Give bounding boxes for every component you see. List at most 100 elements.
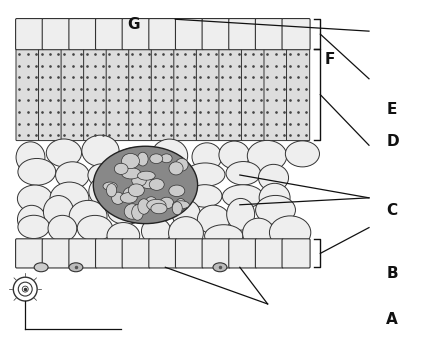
Ellipse shape — [120, 193, 137, 203]
Ellipse shape — [18, 205, 46, 233]
FancyBboxPatch shape — [256, 239, 283, 268]
Ellipse shape — [114, 163, 128, 175]
Ellipse shape — [141, 218, 171, 244]
Ellipse shape — [185, 163, 225, 186]
FancyBboxPatch shape — [151, 49, 174, 140]
Ellipse shape — [205, 225, 243, 247]
FancyBboxPatch shape — [241, 49, 265, 140]
Ellipse shape — [192, 143, 222, 171]
Ellipse shape — [147, 199, 166, 211]
Ellipse shape — [138, 199, 150, 214]
Ellipse shape — [172, 200, 200, 228]
Ellipse shape — [227, 199, 255, 230]
Ellipse shape — [18, 158, 56, 185]
FancyBboxPatch shape — [83, 49, 107, 140]
FancyBboxPatch shape — [256, 19, 283, 50]
Ellipse shape — [169, 216, 203, 250]
Text: A: A — [386, 312, 398, 327]
Ellipse shape — [176, 199, 186, 210]
Ellipse shape — [123, 187, 138, 202]
FancyBboxPatch shape — [95, 239, 124, 268]
Ellipse shape — [219, 141, 250, 169]
Ellipse shape — [18, 185, 53, 212]
Ellipse shape — [77, 215, 113, 241]
Ellipse shape — [151, 203, 167, 214]
Text: F: F — [324, 51, 335, 67]
FancyBboxPatch shape — [264, 49, 287, 140]
FancyBboxPatch shape — [39, 49, 62, 140]
Ellipse shape — [88, 164, 116, 187]
Text: G: G — [127, 17, 140, 32]
Ellipse shape — [152, 174, 190, 206]
Ellipse shape — [158, 162, 189, 195]
Ellipse shape — [93, 146, 198, 224]
Ellipse shape — [69, 200, 107, 232]
Ellipse shape — [172, 202, 182, 215]
FancyBboxPatch shape — [219, 49, 242, 140]
Ellipse shape — [18, 215, 50, 239]
FancyBboxPatch shape — [42, 19, 70, 50]
Ellipse shape — [161, 154, 172, 163]
Ellipse shape — [117, 147, 157, 172]
FancyBboxPatch shape — [229, 19, 257, 50]
Ellipse shape — [197, 205, 230, 234]
Ellipse shape — [150, 154, 163, 164]
Ellipse shape — [149, 179, 164, 190]
Ellipse shape — [152, 139, 188, 172]
Ellipse shape — [146, 197, 157, 207]
FancyBboxPatch shape — [202, 19, 230, 50]
Ellipse shape — [108, 201, 143, 225]
FancyBboxPatch shape — [16, 49, 39, 140]
FancyBboxPatch shape — [122, 239, 150, 268]
Ellipse shape — [259, 164, 288, 191]
FancyBboxPatch shape — [286, 49, 310, 140]
FancyBboxPatch shape — [149, 19, 177, 50]
Ellipse shape — [16, 142, 45, 173]
FancyBboxPatch shape — [149, 239, 177, 268]
FancyBboxPatch shape — [15, 239, 44, 268]
Ellipse shape — [226, 162, 261, 185]
FancyBboxPatch shape — [282, 239, 310, 268]
Ellipse shape — [56, 162, 89, 189]
Ellipse shape — [114, 158, 155, 188]
Text: B: B — [386, 266, 398, 281]
FancyBboxPatch shape — [174, 49, 197, 140]
Ellipse shape — [285, 141, 319, 167]
Ellipse shape — [223, 185, 263, 208]
FancyBboxPatch shape — [229, 239, 257, 268]
Ellipse shape — [34, 263, 48, 272]
Ellipse shape — [46, 139, 82, 167]
Ellipse shape — [243, 218, 274, 248]
FancyBboxPatch shape — [175, 239, 203, 268]
FancyBboxPatch shape — [129, 49, 152, 140]
FancyBboxPatch shape — [122, 19, 150, 50]
Ellipse shape — [124, 181, 153, 207]
Text: D: D — [386, 133, 399, 149]
FancyBboxPatch shape — [42, 239, 70, 268]
Ellipse shape — [247, 140, 287, 171]
FancyBboxPatch shape — [106, 49, 129, 140]
Ellipse shape — [107, 184, 117, 197]
FancyBboxPatch shape — [202, 239, 230, 268]
Ellipse shape — [89, 176, 123, 207]
Ellipse shape — [137, 152, 148, 166]
Ellipse shape — [132, 175, 146, 186]
Ellipse shape — [169, 185, 185, 196]
FancyBboxPatch shape — [69, 19, 97, 50]
Ellipse shape — [132, 205, 143, 220]
Ellipse shape — [172, 201, 189, 209]
Text: C: C — [386, 203, 397, 219]
Ellipse shape — [128, 184, 144, 197]
FancyBboxPatch shape — [61, 49, 84, 140]
Ellipse shape — [112, 192, 124, 205]
Ellipse shape — [160, 197, 174, 209]
Text: E: E — [386, 102, 397, 117]
Ellipse shape — [169, 162, 183, 175]
Ellipse shape — [50, 182, 89, 215]
Ellipse shape — [146, 199, 175, 221]
Ellipse shape — [124, 204, 140, 219]
Ellipse shape — [175, 158, 188, 171]
Ellipse shape — [103, 182, 117, 190]
FancyBboxPatch shape — [196, 49, 220, 140]
Ellipse shape — [213, 263, 227, 272]
